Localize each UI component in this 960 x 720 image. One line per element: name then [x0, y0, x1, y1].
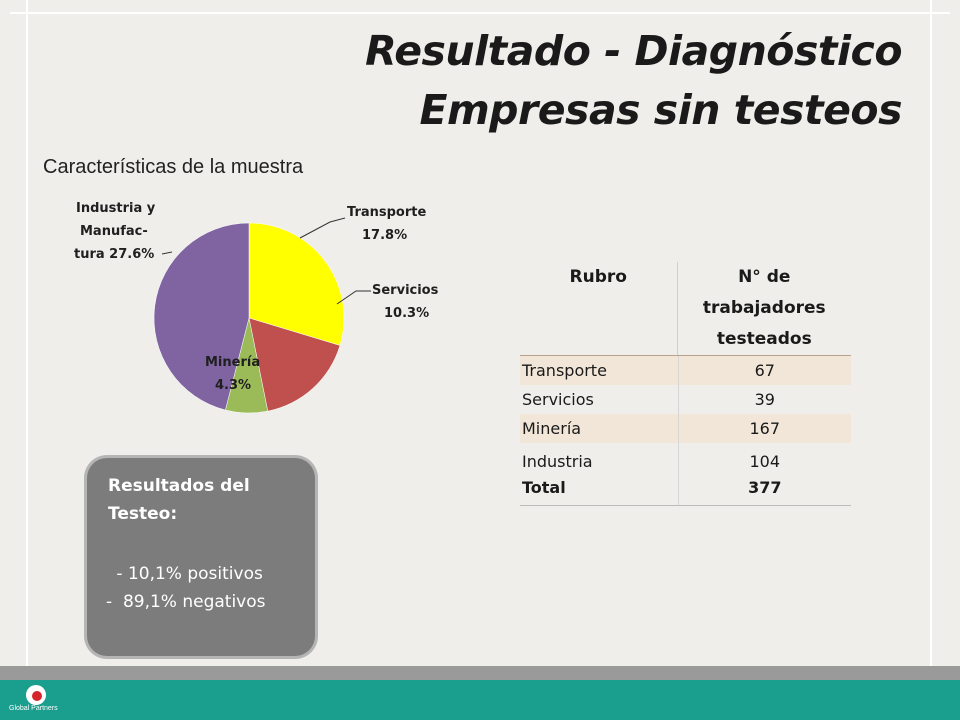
table-cell-rubro: Industria Total: [520, 443, 678, 505]
table-cell-valor: 67: [677, 356, 851, 385]
title-line-1: Resultado - Diagnóstico: [365, 27, 902, 75]
table-total-label: Total: [522, 478, 566, 497]
header-trabajadores-line-3: testeados: [716, 329, 812, 349]
pie-label-transporte: Transporte: [347, 205, 426, 220]
frame-line-left: [26, 0, 28, 666]
footer-gray-band: [0, 666, 960, 680]
pie-slice-industria: [153, 222, 250, 411]
title-line-2: Empresas sin testeos: [419, 86, 902, 134]
leader-transporte: [299, 217, 346, 239]
table-row: Industria Total 104 377: [520, 443, 851, 505]
frame-line-top: [10, 12, 950, 14]
pie-label-servicios: Servicios: [372, 283, 439, 298]
pie-label-mineria-value: 4.3%: [215, 378, 251, 393]
pie-label-industria-3: tura 27.6%: [74, 247, 154, 262]
page-title: Resultado - Diagnóstico Empresas sin tes…: [282, 22, 902, 140]
pie-label-industria-1: Industria y: [76, 201, 156, 216]
callout-positivos: - 10,1% positivos: [111, 564, 263, 584]
table-cell-industria: Industria: [522, 452, 593, 471]
table-cell-valor: 167: [677, 414, 851, 443]
sample-subtitle: Características de la muestra: [43, 156, 304, 178]
global-partners-logo: Global Partners: [6, 683, 68, 717]
table-row: Minería 167: [520, 414, 851, 443]
logo-dot-icon: [32, 691, 42, 701]
frame-line-right: [930, 0, 932, 666]
table-header: Rubro N° de trabajadores testeados: [520, 262, 851, 356]
header-trabajadores-line-1: N° de: [738, 267, 791, 287]
pie-slice-servicios: [248, 317, 341, 412]
pie-label-industria-2: Manufac-: [80, 224, 148, 239]
table-cell-rubro: Servicios: [522, 390, 594, 409]
leader-industria: [161, 251, 173, 255]
table-row: Transporte 67: [520, 356, 851, 385]
pie-label-mineria: Minería: [205, 355, 260, 370]
callout-title: Resultados del Testeo:: [108, 476, 250, 524]
pie-label-servicios-value: 10.3%: [384, 306, 429, 321]
leader-servicios: [336, 290, 371, 305]
pie-label-transporte-value: 17.8%: [362, 228, 407, 243]
table-row: Servicios 39: [520, 385, 851, 414]
table-total-value: 377: [748, 478, 782, 497]
logo-text: Global Partners: [9, 705, 58, 712]
pie-slice-transporte: [248, 222, 345, 346]
header-rubro: Rubro: [569, 267, 627, 287]
table-cell-valor: 104 377: [677, 443, 851, 505]
table-cell-industria-valor: 104: [749, 452, 781, 471]
table-cell-rubro: Minería: [522, 419, 582, 438]
table-cell-valor: 39: [677, 385, 851, 414]
callout-negativos: - 89,1% negativos: [106, 592, 266, 612]
footer-teal-band: [0, 680, 960, 720]
header-trabajadores: N° de trabajadores testeados: [676, 262, 851, 355]
data-table: Rubro N° de trabajadores testeados Trans…: [520, 262, 851, 506]
table-cell-rubro: Transporte: [522, 361, 607, 380]
results-callout: Resultados del Testeo: - 10,1% positivos…: [87, 458, 315, 656]
header-trabajadores-line-2: trabajadores: [702, 298, 826, 318]
